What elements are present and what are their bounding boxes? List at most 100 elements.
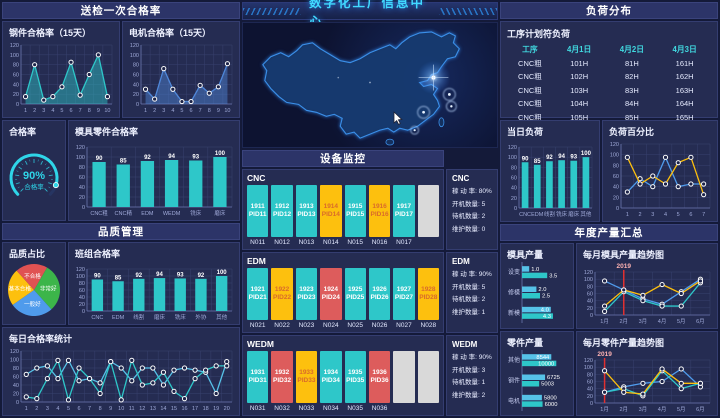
svg-text:修模: 修模 [508,289,520,297]
load-table-cell: 103H [570,85,589,95]
svg-text:4: 4 [664,212,667,218]
machine-group-name: CNC [247,173,266,183]
svg-text:钢件: 钢件 [508,376,520,384]
machine-block-no: N015 [347,239,363,246]
svg-text:40: 40 [13,82,19,88]
stat-row: 维护数量: 1 [452,308,486,316]
machine-block[interactable]: 1935 PID35 [344,351,366,403]
machine-block-no: N034 [323,405,339,412]
load-table-header: 4月3日 [672,45,697,55]
china-map [242,22,498,148]
svg-text:0: 0 [616,206,619,212]
machine-block[interactable]: 1924 PID24 [320,268,342,320]
svg-text:120: 120 [508,145,517,151]
motor-pass-panel: 电机合格率（15天） 0 20 40 60 80 100 120 1 2 3 4 5 6 7 8 9 10 [122,21,240,118]
machine-block[interactable]: 1925 PID25 [344,268,366,320]
gauge-panel: 合格率 90% 合格率 [2,120,66,221]
machine-block[interactable]: 1916 PID16 [368,185,391,237]
monitor-group-edm: EDM 1921 PID21 1922 PID22 1923 PID23 1924 PID24 1… [242,252,444,333]
svg-text:设变: 设变 [508,268,520,276]
daily-load-chart: 0 20 40 60 80 100 120 CNC EDM 线割 铣床 磨床 其他 90 85 92 94 93 1… [503,136,597,219]
machine-block[interactable]: 1917 PID17 [393,185,415,237]
svg-text:6: 6 [190,108,193,114]
svg-text:120: 120 [76,267,85,273]
machine-block[interactable]: 1927 PID27 [393,268,415,320]
svg-text:2: 2 [639,212,642,218]
section-header-inspection: 送检一次合格率 [2,2,240,19]
svg-text:40: 40 [587,386,593,392]
svg-text:4: 4 [51,108,54,114]
mold-trend-panel: 每月模具产量趋势图 0 20 40 60 80 100 120 1月 2月 3月 4月 5月 6月 201… [576,243,718,329]
monitor-stats: CNC 稼 动 率: 80% 开机数量: 5 待机数量: 2 维护数量: 0 EDM 稼 动… [446,150,498,416]
machine-block[interactable]: 1923 PID23 [295,268,318,320]
quality-row: 品质占比 非常好 一般好 基本合格 不合格 班组合格率 0 20 40 60 80 100 120… [2,242,240,325]
load-table-cell: 85H [625,112,639,122]
machine-block-no: N026 [371,322,388,329]
svg-text:7: 7 [79,108,82,114]
machine-block[interactable]: 1931 PID31 [247,351,269,403]
svg-text:1: 1 [25,406,28,412]
svg-text:40: 40 [133,82,139,88]
machine-block[interactable]: 1932 PID32 [271,351,293,403]
machine-block-no: N023 [298,322,315,329]
svg-text:磨床: 磨床 [568,210,580,218]
svg-text:100: 100 [10,358,19,364]
svg-text:80: 80 [79,281,85,287]
svg-text:2019: 2019 [617,263,632,270]
section-header-annual: 年度产量汇总 [500,224,718,241]
machine-block-no: N017 [396,239,412,246]
svg-text:4: 4 [56,406,59,412]
load-table-cell: 81H [625,58,639,68]
machine-block[interactable]: 1936 PID36 [368,351,391,403]
svg-text:60: 60 [587,379,593,385]
machine-block[interactable]: 1911 PID11 [247,185,269,237]
stat-row: 待机数量: 2 [452,213,486,220]
svg-text:60: 60 [13,73,19,79]
machine-block[interactable]: 1928 PID28 [417,268,439,320]
svg-text:10: 10 [118,406,124,412]
machine-block-no [418,405,439,412]
stat-row: 待机数量: 1 [452,379,486,386]
svg-text:93: 93 [177,272,184,278]
daily-pass-chart: 0 20 40 60 80 100 120 1 2 3 4 5 6 7 8 9 10 11 12 13 14 15 16 17… [5,343,237,413]
svg-text:6: 6 [70,108,73,114]
steel-pass-title: 钢件合格率（15天） [9,28,92,38]
svg-text:3: 3 [46,406,49,412]
svg-text:0: 0 [16,400,19,406]
gauge-panel-title: 合格率 [9,127,37,137]
machine-block[interactable]: 1926 PID26 [368,268,391,320]
stat-row: 稼 动 率: 90% [452,271,492,278]
stat-row: 开机数量: 5 [452,283,486,291]
load-table-cell: 84H [625,99,639,109]
svg-text:EDM: EDM [531,212,544,218]
svg-text:60: 60 [79,288,85,294]
svg-text:线割: 线割 [133,313,145,321]
svg-text:5800: 5800 [544,395,557,401]
mold-output-row: 模具产量 设变 1.0 3.5 修模 2.0 2.5 新模 4.0 4.3 每月模具产量趋势图 … [500,243,718,329]
taiwan-island [438,117,445,128]
machine-block[interactable]: 1933 PID33 [295,351,318,403]
load-table-row: CNC粗 103H 83H 163H [507,84,711,98]
svg-text:5: 5 [677,212,680,218]
machine-block[interactable]: 1915 PID15 [344,185,366,237]
svg-text:线割: 线割 [544,210,556,218]
svg-text:100: 100 [508,155,517,161]
mold-part-pass-title: 模具零件合格率 [75,127,139,137]
monitor-main: 设备监控 CNC 1911 PID11 1912 PID12 1913 PID13 1914 P… [242,150,444,416]
load-table-row: CNC粗 102H 82H 162H [507,70,711,84]
svg-text:WEDM: WEDM [163,211,181,217]
machine-block[interactable]: 1914 PID14 [320,185,342,237]
svg-text:20: 20 [13,92,19,98]
svg-text:20: 20 [79,302,85,308]
machine-block[interactable]: 1921 PID21 [247,268,269,320]
svg-text:92: 92 [135,273,142,279]
glow-dots [337,76,453,132]
machine-block[interactable]: 1913 PID13 [295,185,318,237]
load-table-cell: 105H [570,112,589,122]
svg-text:2月: 2月 [619,406,628,413]
machine-block[interactable]: 1912 PID12 [271,185,293,237]
load-table-row: CNC粗 104H 84H 164H [507,97,711,111]
mold-trend-title: 每月模具产量趋势图 [583,250,665,260]
machine-block[interactable]: 1922 PID22 [271,268,293,320]
machine-block[interactable]: 1934 PID34 [320,351,342,403]
